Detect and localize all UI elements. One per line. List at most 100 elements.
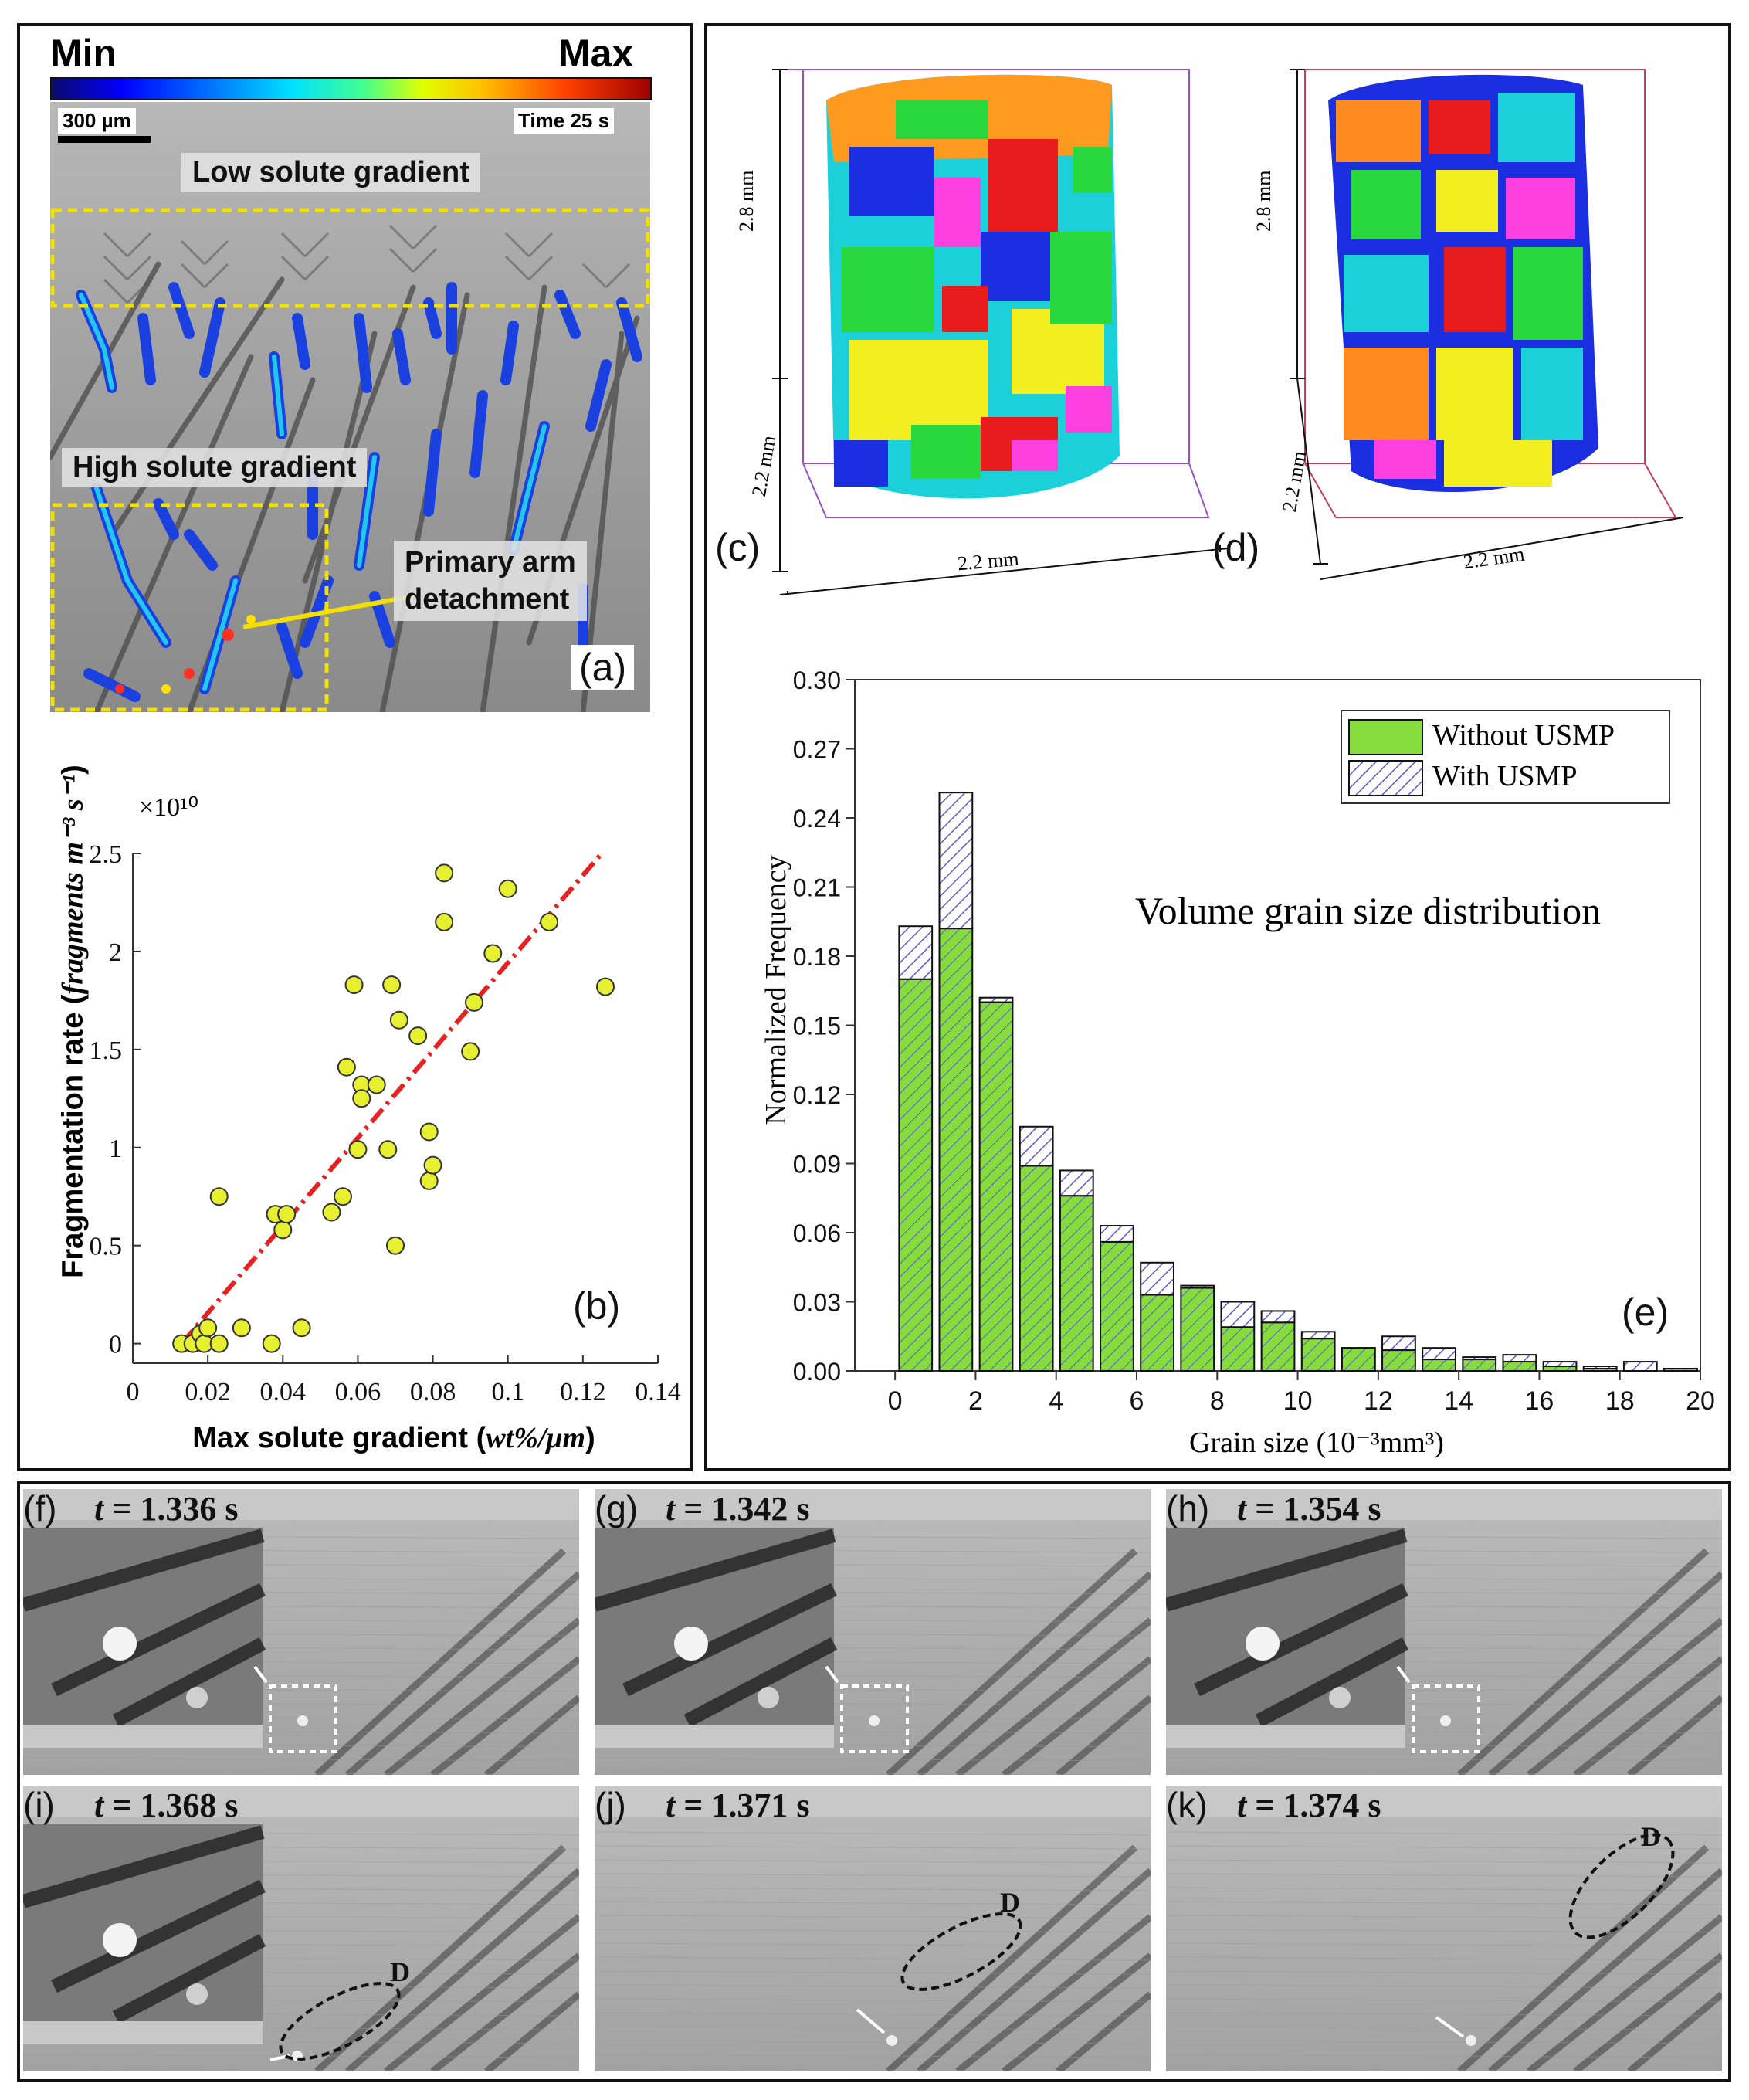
- scatter-y-tick-label: 0: [109, 1331, 122, 1359]
- bar-with-usmp: [1100, 1225, 1134, 1243]
- grain-volume-without-usmp: [772, 69, 1229, 595]
- legend-swatch-with: [1348, 760, 1423, 796]
- bar-y-tick-label: 0.24: [793, 805, 841, 833]
- droplet-label: D: [1000, 1887, 1020, 1918]
- sequence-frame-time: t = 1.374 s: [1237, 1786, 1381, 1825]
- bar-x-tick-label: 4: [1049, 1386, 1063, 1416]
- bars: [898, 792, 1698, 1372]
- scatter-point: [337, 1057, 356, 1077]
- time-value: 1.368 s: [140, 1786, 239, 1824]
- scatter-y-tick-label: 1.5: [90, 1036, 123, 1065]
- bar-without-usmp: [1300, 1338, 1336, 1372]
- sequence-frame-3: (h) t = 1.354 s: [1166, 1489, 1722, 1775]
- time-symbol: t: [94, 1490, 104, 1528]
- detachment-label: Primary arm detachment: [394, 541, 587, 621]
- bar-ylabel: Normalized Frequency: [760, 855, 792, 1125]
- scatter-xlabel-close: ): [585, 1422, 595, 1454]
- bar-x-tick-label: 18: [1605, 1386, 1635, 1416]
- time-value: 1.354 s: [1283, 1490, 1381, 1528]
- scatter-point: [352, 1089, 371, 1108]
- sequence-frame-letter: (i): [23, 1786, 55, 1825]
- bar-y-tick-label: 0.15: [793, 1013, 841, 1040]
- bar-x-tick-label: 0: [888, 1386, 903, 1416]
- scatter-axes: [132, 853, 658, 1364]
- bar-without-usmp: [938, 928, 974, 1372]
- scatter-point: [461, 1042, 480, 1061]
- bar-without-usmp: [1100, 1240, 1134, 1372]
- scatter-point: [382, 975, 402, 995]
- detachment-label-line2: detachment: [405, 583, 570, 616]
- scatter-point: [277, 1205, 297, 1224]
- bar-annotation: Volume grain size distribution: [1135, 889, 1602, 932]
- scatter-point: [198, 1318, 218, 1338]
- scatter-point: [334, 1187, 352, 1206]
- scatter-xlabel: Max solute gradient (wt%/μm): [124, 1421, 664, 1455]
- scatter-x-tick-label: 0.06: [335, 1378, 381, 1406]
- droplet-label: D: [1641, 1821, 1661, 1852]
- bar-with-usmp: [898, 925, 934, 980]
- scatter-point: [273, 1220, 293, 1240]
- scatter-point: [348, 1140, 368, 1159]
- sequence-frame-letter: (k): [1166, 1786, 1208, 1825]
- scatter-point: [483, 944, 503, 963]
- legend-with-label: With USMP: [1432, 760, 1578, 792]
- high-gradient-label: High solute gradient: [62, 448, 368, 487]
- scatter-point: [367, 1075, 386, 1094]
- bar-without-usmp: [1381, 1349, 1416, 1372]
- time-symbol: t: [1237, 1786, 1247, 1824]
- scatter-point: [596, 977, 615, 996]
- bar-y-tick-label: 0.27: [793, 736, 841, 764]
- scatter-xlabel-main: Max solute gradient (: [192, 1422, 486, 1454]
- bar-with-usmp: [1260, 1310, 1296, 1324]
- bar-with-usmp: [1140, 1261, 1174, 1296]
- bar-y-tick-label: 0.21: [793, 874, 841, 902]
- scatter-ticks: 0 0.02 0.04 0.06 0.08 0.1 0.12 0.14 0 0.5 1 1.5 2 2.5: [90, 840, 681, 1406]
- bar-without-usmp: [1180, 1287, 1215, 1372]
- scatter-y-tick-label: 2.5: [90, 840, 123, 869]
- bar-y-tick-label: 0.12: [793, 1081, 841, 1109]
- detachment-label-line1: Primary arm: [405, 546, 576, 578]
- bar-y-tick-label: 0.00: [793, 1358, 841, 1386]
- panel-d-label: (d): [1212, 526, 1260, 569]
- scatter-y-tick-label: 2: [109, 938, 122, 967]
- bar-x-tick-label: 10: [1283, 1386, 1313, 1416]
- scatter-point: [389, 1010, 408, 1030]
- time-value: 1.371 s: [711, 1786, 810, 1824]
- bar-without-usmp: [898, 978, 934, 1372]
- bar-without-usmp: [1220, 1326, 1256, 1372]
- scatter-x-tick-label: 0.14: [635, 1378, 681, 1406]
- scatter-point: [322, 1203, 341, 1222]
- bar-y-tick-label: 0.30: [793, 667, 841, 694]
- scatter-point: [498, 879, 517, 898]
- sequence-frame-5: (j) t = 1.371 s D: [595, 1786, 1151, 2071]
- scatter-point: [419, 1122, 439, 1142]
- time-value: 1.342 s: [711, 1490, 810, 1528]
- scatter-point: [344, 975, 364, 995]
- scatter-ylabel-close: ): [56, 765, 90, 775]
- panel-c-dim-top: 2.8 mm: [735, 170, 758, 232]
- grain-size-bar-chart: 0 2 4 6 8 10 12 14 16 18 20 0.00 0.03 0.06 0.09 0.12 0.1…: [793, 667, 1715, 1416]
- bar-x-tick-label: 20: [1686, 1386, 1715, 1416]
- time-value: 1.374 s: [1283, 1786, 1381, 1824]
- bar-without-usmp: [1019, 1165, 1054, 1372]
- scatter-point: [292, 1318, 311, 1338]
- sequence-frame-time: t = 1.371 s: [666, 1786, 809, 1825]
- scatter-ylabel-main: Fragmentation rate (: [56, 994, 90, 1278]
- bar-without-usmp: [1502, 1361, 1537, 1372]
- scatter-point: [419, 1171, 439, 1190]
- bar-with-usmp: [1422, 1347, 1456, 1361]
- time-equals: =: [675, 1490, 712, 1528]
- scatter-y-tick-label: 1: [109, 1135, 122, 1163]
- bar-without-usmp: [1260, 1321, 1296, 1372]
- panel-c-label: (c): [715, 526, 761, 569]
- bar-with-usmp: [1622, 1361, 1658, 1372]
- bar-x-tick-label: 2: [968, 1386, 983, 1416]
- bar-y-tick-label: 0.03: [793, 1289, 841, 1317]
- sequence-frame-4: (i) t = 1.368 s D: [23, 1786, 579, 2071]
- scatter-points: [172, 863, 615, 1353]
- scatter-point: [209, 1187, 229, 1206]
- scatter-plot: 0 0.02 0.04 0.06 0.08 0.1 0.12 0.14 0 0.5 1 1.5 2 2.5: [90, 840, 681, 1406]
- time-equals: =: [1246, 1490, 1283, 1528]
- sequence-frame-time: t = 1.368 s: [94, 1786, 238, 1825]
- bar-with-usmp: [1502, 1354, 1537, 1363]
